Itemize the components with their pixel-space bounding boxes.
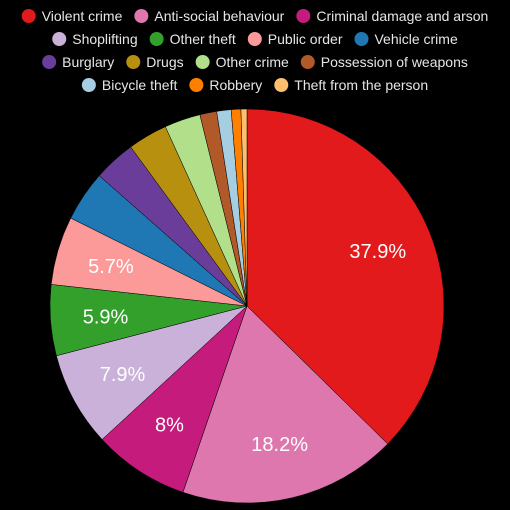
legend-label: Other theft xyxy=(170,31,236,47)
legend-swatch xyxy=(195,55,210,69)
legend-label: Criminal damage and arson xyxy=(316,8,488,24)
slice-label-anti-social-behaviour: 18.2% xyxy=(251,434,308,456)
slice-label-violent-crime: 37.9% xyxy=(349,241,406,263)
legend-label: Bicycle theft xyxy=(102,77,178,93)
legend-label: Drugs xyxy=(146,54,183,70)
legend-swatch xyxy=(21,9,36,23)
legend-swatch xyxy=(274,78,289,92)
legend-swatch xyxy=(247,32,262,46)
slice-label-other-theft: 5.9% xyxy=(83,306,129,328)
legend-item-bicycle-theft: Bicycle theft xyxy=(81,77,178,93)
legend-label: Other crime xyxy=(216,54,289,70)
legend-item-shoplifting: Shoplifting xyxy=(52,31,138,47)
legend-item-possession-of-weapons: Possession of weapons xyxy=(300,54,468,70)
legend-label: Robbery xyxy=(209,77,262,93)
slice-label-shoplifting: 7.9% xyxy=(100,364,146,386)
legend-swatch xyxy=(126,55,141,69)
legend-item-robbery: Robbery xyxy=(189,77,262,93)
legend-label: Vehicle crime xyxy=(374,31,457,47)
legend-label: Theft from the person xyxy=(294,77,428,93)
legend-item-burglary: Burglary xyxy=(42,54,114,70)
legend-item-vehicle-crime: Vehicle crime xyxy=(354,31,458,47)
legend-swatch xyxy=(134,9,149,23)
legend-label: Possession of weapons xyxy=(321,54,468,70)
legend-swatch xyxy=(300,55,315,69)
legend-item-theft-from-the-person: Theft from the person xyxy=(274,77,428,93)
slice-violent-crime xyxy=(246,108,445,445)
legend-swatch xyxy=(296,9,311,23)
legend-swatch xyxy=(354,32,369,46)
legend-swatch xyxy=(52,32,67,46)
legend-item-other-theft: Other theft xyxy=(149,31,236,47)
slice-criminal-damage-and-arson xyxy=(101,305,248,493)
legend-item-criminal-damage-and-arson: Criminal damage and arson xyxy=(296,8,488,24)
legend-label: Violent crime xyxy=(42,8,123,24)
legend-item-violent-crime: Violent crime xyxy=(21,8,123,24)
legend-item-public-order: Public order xyxy=(247,31,343,47)
legend-item-anti-social-behaviour: Anti-social behaviour xyxy=(134,8,285,24)
pie-slices xyxy=(49,108,445,504)
legend-swatch xyxy=(189,78,204,92)
legend-label: Anti-social behaviour xyxy=(154,8,284,24)
legend-swatch xyxy=(42,55,57,69)
slice-anti-social-behaviour xyxy=(182,305,389,504)
legend: Violent crime Anti-social behaviour Crimin… xyxy=(21,8,488,93)
slice-theft-from-the-person xyxy=(240,108,248,307)
legend-label: Shoplifting xyxy=(72,31,137,47)
legend-swatch xyxy=(81,78,96,92)
slice-labels: 37.9% 18.2% 8% 7.9% 5.9% 5.7% xyxy=(83,241,407,456)
legend-item-other-crime: Other crime xyxy=(195,54,289,70)
legend-item-drugs: Drugs xyxy=(126,54,184,70)
legend-label: Public order xyxy=(268,31,343,47)
legend-label: Burglary xyxy=(62,54,114,70)
legend-swatch xyxy=(149,32,164,46)
slice-shoplifting xyxy=(56,305,248,440)
slice-label-public-order: 5.7% xyxy=(88,256,134,278)
slice-label-criminal-damage-and-arson: 8% xyxy=(155,415,184,437)
